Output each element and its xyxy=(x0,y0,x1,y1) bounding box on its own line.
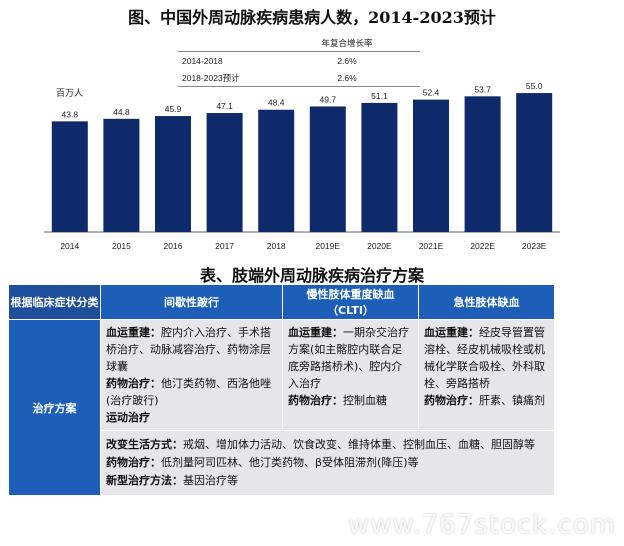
header-clti-line1: 慢性肢体重度缺血 xyxy=(306,288,395,301)
header-intermittent-claudication: 间歇性跛行 xyxy=(100,284,283,320)
x-tick-label: 2018 xyxy=(267,241,286,251)
bar xyxy=(413,99,449,232)
x-tick-label: 2014 xyxy=(60,241,79,251)
cagr-period: 2018-2023预计 xyxy=(178,69,274,87)
treatment-table: 根据临床症状分类 间歇性跛行 慢性肢体重度缺血 （CLTI） 急性肢体缺血 治疗… xyxy=(8,284,555,496)
revasc-text: 腔内介入治疗、手术搭桥治疗、动脉减容治疗、药物涂层球囊 xyxy=(106,326,271,373)
x-tick-label: 2016 xyxy=(164,241,183,251)
x-tick-label: 2019E xyxy=(316,241,341,251)
header-category: 根据临床症状分类 xyxy=(8,284,101,320)
cagr-period: 2014-2018 xyxy=(182,55,223,66)
drug-text: 低剂量阿司匹林、他汀类药物、β受体阻滞剂(降压)等 xyxy=(161,456,419,469)
bar xyxy=(206,113,243,232)
header-acute-ischemia: 急性肢体缺血 xyxy=(418,284,555,320)
bar xyxy=(258,109,295,232)
x-tick-label: 2023E xyxy=(522,241,547,251)
data-label: 44.8 xyxy=(113,107,130,117)
new-therapy-text: 基因治疗等 xyxy=(183,474,238,487)
drug-label: 药物治疗： xyxy=(106,456,161,469)
bar xyxy=(361,102,398,232)
bar xyxy=(51,121,88,232)
data-label: 45.9 xyxy=(165,104,182,114)
data-label: 43.8 xyxy=(62,109,79,119)
x-tick-label: 2017 xyxy=(215,241,234,251)
drug-text: 他汀类药物、西洛他唑(治疗跛行) xyxy=(106,377,271,407)
cagr-rate: 2.6% xyxy=(274,69,420,87)
x-tick-label: 2022E xyxy=(470,241,495,251)
col2-cell: 血运重建：一期杂交治疗方案(如主髂腔内联合足底旁路搭桥术)、腔内介入治疗 药物治… xyxy=(282,319,419,431)
col3-cell: 血运重建：经皮导管置管溶栓、经皮机械吸栓或机械化学联合吸栓、外科取栓、旁路搭桥 … xyxy=(418,319,555,431)
revasc-label: 血运重建： xyxy=(424,326,479,339)
data-label: 47.1 xyxy=(216,101,233,111)
col1-cell: 血运重建：腔内介入治疗、手术搭桥治疗、动脉减容治疗、药物涂层球囊 药物治疗：他汀… xyxy=(100,319,283,431)
revasc-text: 一期杂交治疗方案(如主髂腔内联合足底旁路搭桥术)、腔内介入治疗 xyxy=(288,326,409,390)
drug-label: 药物治疗： xyxy=(288,394,343,407)
bar xyxy=(103,118,140,232)
x-tick-label: 2015 xyxy=(112,241,131,251)
exercise-label: 运动治疗 xyxy=(106,411,150,424)
side-label: 治疗方案 xyxy=(8,319,101,496)
y-axis-label: 百万人 xyxy=(56,88,83,98)
drug-text: 控制血糖 xyxy=(343,394,387,407)
bar-chart: 百万人 43.8 2014 44.8 2015 45.9 2016 47.1 2017 48.4 2… xyxy=(44,81,560,251)
cagr-rate: 2.6% xyxy=(337,55,357,66)
data-label: 55.0 xyxy=(526,81,543,91)
lifestyle-text: 戒烟、增加体力活动、饮食改变、维持体重、控制血压、血糖、胆固醇等 xyxy=(183,438,535,451)
data-label: 49.7 xyxy=(320,94,337,104)
drug-text: 肝素、镇痛剂 xyxy=(479,394,545,407)
data-label: 48.4 xyxy=(268,98,285,108)
watermark: www.767stock.com xyxy=(347,510,616,540)
bar xyxy=(464,96,501,232)
data-label: 53.7 xyxy=(474,84,491,94)
header-clti-line2: （CLTI） xyxy=(327,304,374,317)
drug-label: 药物治疗： xyxy=(424,394,479,407)
bar xyxy=(516,93,553,232)
drug-label: 药物治疗： xyxy=(106,377,161,390)
data-label: 52.4 xyxy=(423,88,440,98)
x-tick-label: 2020E xyxy=(367,241,392,251)
revasc-label: 血运重建： xyxy=(106,326,161,339)
header-clti: 慢性肢体重度缺血 （CLTI） xyxy=(282,284,419,320)
common-cell: 改变生活方式：戒烟、增加体力活动、饮食改变、维持体重、控制血压、血糖、胆固醇等 … xyxy=(100,430,555,496)
cagr-table: 年复合增长率 2014-2018 2.6% 2018-2023预计 2.6% xyxy=(178,34,420,87)
table-title: 表、肢端外周动脉疾病治疗方案 xyxy=(199,266,424,285)
new-therapy-label: 新型治疗方法： xyxy=(106,474,183,487)
revasc-text: 经皮导管置管溶栓、经皮机械吸栓或机械化学联合吸栓、外科取栓、旁路搭桥 xyxy=(424,326,545,390)
lifestyle-label: 改变生活方式： xyxy=(106,438,183,451)
x-tick-label: 2021E xyxy=(419,241,444,251)
bar xyxy=(155,116,191,232)
cagr-header: 年复合增长率 xyxy=(274,34,420,52)
data-label: 51.1 xyxy=(371,91,388,101)
chart-title: 图、中国外周动脉疾病患病人数，2014-2023预计 xyxy=(128,8,496,27)
revasc-label: 血运重建： xyxy=(288,326,343,339)
bar xyxy=(309,106,346,232)
